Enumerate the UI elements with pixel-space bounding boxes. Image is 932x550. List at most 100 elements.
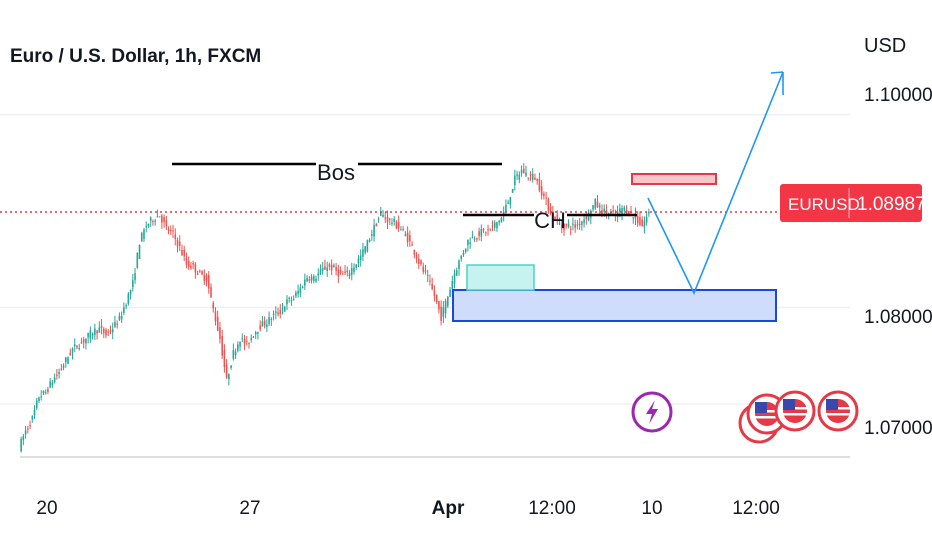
candle-up bbox=[346, 270, 349, 273]
candle-up bbox=[91, 333, 94, 336]
candle-down bbox=[47, 389, 49, 392]
candle-down bbox=[69, 352, 72, 355]
candle-up bbox=[304, 279, 306, 286]
supply-zone[interactable] bbox=[631, 173, 717, 185]
candle-up bbox=[67, 357, 69, 364]
candle-up bbox=[471, 237, 474, 239]
candle-down bbox=[395, 221, 398, 228]
candle-down bbox=[308, 279, 311, 281]
candle-up bbox=[44, 392, 47, 394]
candle-down bbox=[107, 331, 110, 333]
candle-up bbox=[449, 289, 451, 297]
candle-up bbox=[393, 218, 396, 222]
candle-up bbox=[648, 211, 650, 214]
candle-up bbox=[480, 229, 483, 237]
candle-up bbox=[118, 315, 121, 320]
candle-up bbox=[290, 300, 293, 302]
candle-up bbox=[145, 226, 148, 228]
y-tick-label: 1.10000 bbox=[864, 85, 932, 106]
candle-down bbox=[540, 186, 543, 196]
candle-down bbox=[440, 306, 442, 321]
candle-down bbox=[80, 342, 83, 344]
x-tick-label: 27 bbox=[239, 498, 260, 519]
candle-up bbox=[623, 207, 626, 211]
candle-up bbox=[254, 332, 257, 335]
candle-down bbox=[196, 273, 199, 275]
candle-down bbox=[574, 224, 576, 228]
candle-down bbox=[413, 249, 416, 255]
candle-up bbox=[348, 273, 351, 277]
candle-down bbox=[636, 216, 639, 224]
price-tag-value: 1.08987 bbox=[857, 194, 926, 215]
candle-down bbox=[375, 223, 378, 227]
candle-up bbox=[460, 255, 463, 259]
lightning-icon[interactable] bbox=[631, 391, 673, 433]
candle-up bbox=[98, 327, 101, 333]
candle-down bbox=[194, 264, 197, 273]
candle-up bbox=[357, 258, 360, 264]
candle-down bbox=[554, 217, 556, 221]
candle-up bbox=[283, 307, 286, 312]
candle-up bbox=[58, 372, 60, 374]
candle-up bbox=[20, 438, 22, 452]
candle-up bbox=[87, 332, 89, 338]
x-tick-label: 10 bbox=[641, 498, 662, 519]
candle-down bbox=[429, 280, 431, 282]
us-flag-icon[interactable] bbox=[774, 390, 816, 432]
candle-up bbox=[132, 280, 134, 288]
candle-down bbox=[522, 168, 525, 174]
candle-up bbox=[594, 198, 597, 209]
candle-up bbox=[154, 220, 156, 222]
candle-up bbox=[520, 169, 523, 174]
candle-up bbox=[89, 330, 92, 339]
candle-down bbox=[165, 220, 168, 227]
candle-down bbox=[487, 229, 489, 231]
candle-up bbox=[295, 292, 297, 297]
candle-down bbox=[335, 267, 337, 271]
candle-up bbox=[312, 275, 315, 282]
candle-down bbox=[201, 271, 203, 275]
candle-down bbox=[76, 345, 78, 348]
candle-down bbox=[245, 340, 248, 342]
candle-up bbox=[442, 307, 445, 317]
x-tick-label: Apr bbox=[432, 498, 465, 519]
demand-zone[interactable] bbox=[452, 289, 777, 322]
candle-down bbox=[248, 342, 250, 344]
candle-down bbox=[161, 215, 163, 223]
chart-title: Euro / U.S. Dollar, 1h, FXCM bbox=[10, 46, 261, 67]
candle-up bbox=[234, 351, 237, 356]
candle-down bbox=[534, 177, 536, 180]
candle-up bbox=[444, 301, 447, 314]
candle-up bbox=[382, 214, 384, 217]
projection-path[interactable] bbox=[647, 71, 784, 295]
candle-down bbox=[199, 270, 201, 272]
candle-down bbox=[596, 201, 599, 207]
ch-label: CH bbox=[534, 208, 566, 233]
candle-up bbox=[366, 240, 369, 252]
candle-down bbox=[476, 238, 478, 240]
candle-up bbox=[71, 348, 74, 354]
candle-down bbox=[627, 211, 630, 216]
order-block-zone[interactable] bbox=[466, 264, 535, 291]
current-price-tag[interactable]: EURUSD 1.08987 bbox=[780, 184, 926, 222]
y-tick-label: 1.07000 bbox=[864, 418, 932, 439]
candle-up bbox=[35, 400, 38, 408]
candle-up bbox=[525, 172, 527, 176]
candle-up bbox=[127, 293, 130, 305]
us-flag-icon[interactable] bbox=[817, 390, 859, 432]
candle-down bbox=[330, 264, 333, 271]
candle-down bbox=[420, 260, 422, 265]
candle-up bbox=[51, 382, 54, 386]
candle-up bbox=[53, 377, 56, 383]
candle-up bbox=[643, 221, 646, 228]
candle-down bbox=[174, 234, 177, 239]
candle-down bbox=[433, 290, 436, 297]
candle-down bbox=[29, 425, 31, 427]
candle-down bbox=[203, 275, 206, 282]
candle-down bbox=[178, 241, 181, 246]
candle-down bbox=[277, 312, 279, 315]
candle-down bbox=[167, 229, 170, 232]
candle-up bbox=[458, 260, 460, 270]
candle-up bbox=[49, 381, 51, 388]
